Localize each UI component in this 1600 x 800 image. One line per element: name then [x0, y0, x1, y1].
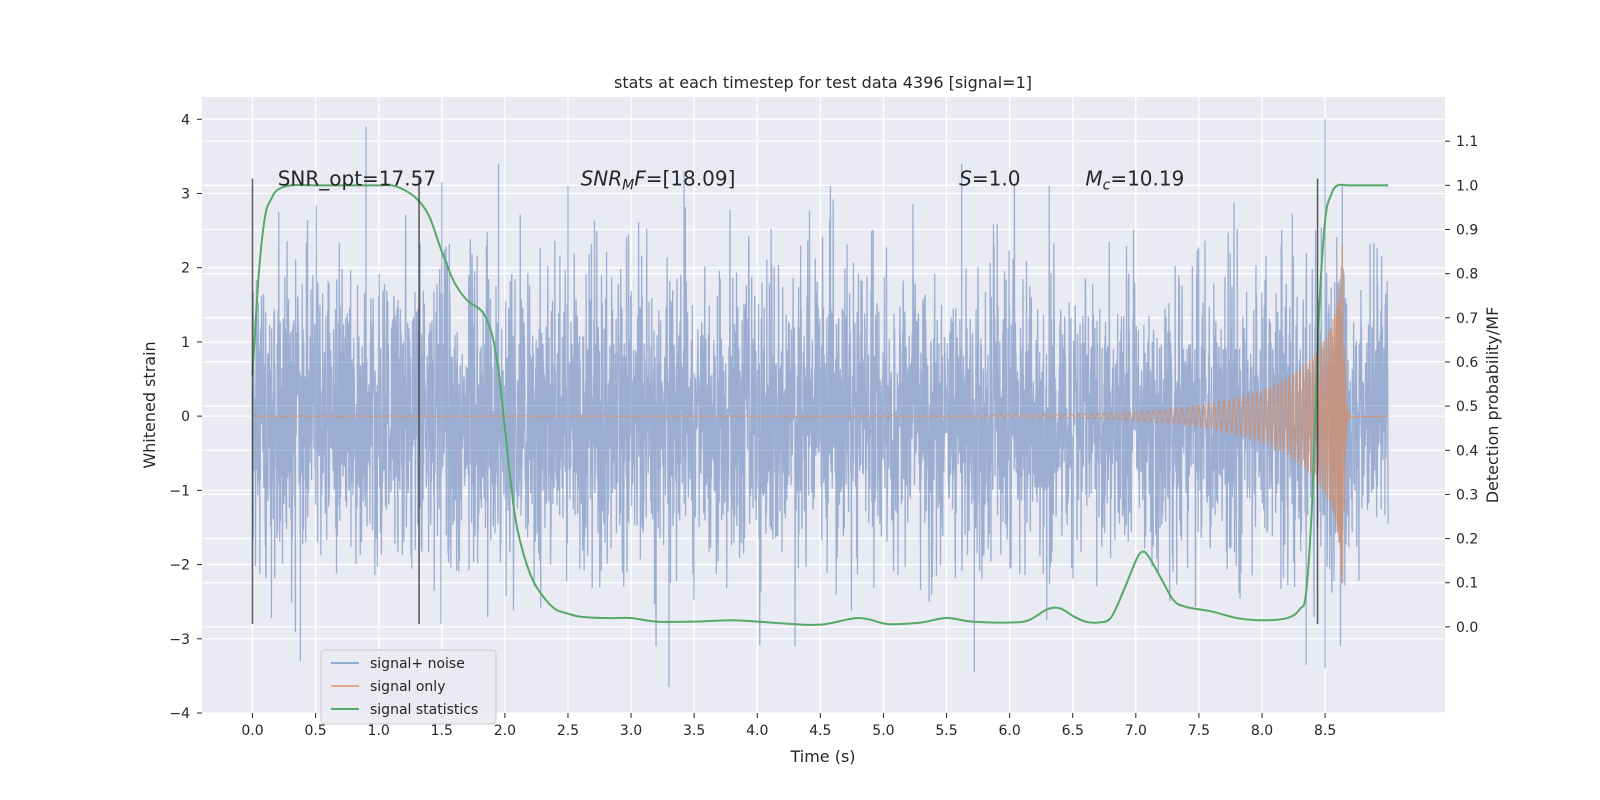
x-tick-label: 0.0	[241, 723, 263, 739]
x-tick-label: 0.5	[304, 723, 326, 739]
x-tick-label: 7.0	[1125, 723, 1147, 739]
y-tick-label: −3	[169, 632, 190, 648]
y-tick-label: −4	[169, 706, 190, 722]
legend-box	[320, 649, 497, 725]
legend: signal+ noise signal only signal statist…	[320, 649, 497, 725]
x-tick-label: 1.0	[368, 723, 390, 739]
x-tick-label: 8.0	[1251, 723, 1273, 739]
x-tick-label: 1.5	[431, 723, 453, 739]
x-tick-label: 3.5	[683, 723, 705, 739]
series-signal-only	[252, 244, 1389, 584]
vertical-markers	[251, 178, 1319, 624]
y2-tick-label: 0.9	[1456, 222, 1478, 238]
x-tick-label: 3.0	[620, 723, 642, 739]
annotation-2: S=1.0	[959, 167, 1020, 191]
y2-axis-ticks: 1.1 1.0 0.9 0.8 0.7 0.6 0.5 0.4 0.3 0.2 0.1 0.0	[1445, 134, 1478, 636]
x-axis-title: Time (s)	[789, 747, 855, 766]
y2-tick-label: 1.0	[1456, 178, 1478, 194]
annotation-1: SNRMF=[18.09]	[581, 167, 736, 194]
y2-tick-label: 0.1	[1456, 576, 1478, 592]
x-tick-label: 2.5	[557, 723, 579, 739]
y-axis-title: Whitened strain	[140, 341, 159, 468]
legend-label-signal-statistics: signal statistics	[370, 702, 478, 718]
y-tick-label: 4	[181, 112, 190, 128]
y2-tick-label: 0.3	[1456, 487, 1478, 503]
y2-tick-label: 0.6	[1456, 355, 1478, 371]
y2-tick-label: 0.2	[1456, 532, 1478, 548]
y-axis-ticks: 4 3 2 1 0 −1 −2 −3 −4	[169, 112, 202, 722]
series-signal-statistics	[251, 183, 1389, 626]
legend-label-signal-plus-noise: signal+ noise	[370, 656, 465, 672]
series-signal-plus-noise	[251, 119, 1389, 688]
legend-label-signal-only: signal only	[370, 679, 445, 695]
y-tick-label: −2	[169, 558, 190, 574]
y2-tick-label: 0.0	[1456, 620, 1478, 636]
y2-axis-title: Detection probability/MF	[1483, 307, 1502, 504]
y2-tick-label: 0.5	[1456, 399, 1478, 415]
annotation-3: Mc=10.19	[1085, 167, 1184, 194]
annotation-0: SNR_opt=17.57	[278, 167, 436, 191]
x-tick-label: 7.5	[1188, 723, 1210, 739]
y-tick-label: 3	[181, 186, 190, 202]
y-tick-label: 1	[181, 335, 190, 351]
x-axis-ticks: 0.0 0.5 1.0 1.5 2.0 2.5 3.0 3.5 4.0 4.5 5.0 5.5 6.0 6…	[241, 713, 1336, 739]
y2-tick-label: 0.8	[1456, 267, 1478, 283]
x-tick-label: 4.5	[809, 723, 831, 739]
x-tick-label: 5.5	[935, 723, 957, 739]
chart-title: stats at each timestep for test data 439…	[614, 73, 1032, 92]
x-tick-label: 6.5	[1062, 723, 1084, 739]
y-tick-label: 0	[181, 409, 190, 425]
y-tick-label: −1	[169, 483, 190, 499]
x-tick-label: 6.0	[999, 723, 1021, 739]
x-tick-label: 4.0	[746, 723, 768, 739]
y-tick-label: 2	[181, 261, 190, 277]
x-tick-label: 8.5	[1314, 723, 1336, 739]
y2-tick-label: 0.4	[1456, 443, 1478, 459]
y2-tick-label: 1.1	[1456, 134, 1478, 150]
annotations: SNR_opt=17.57 SNRMF=[18.09] S=1.0 Mc=10.19	[278, 167, 1185, 194]
x-tick-label: 5.0	[872, 723, 894, 739]
y2-tick-label: 0.7	[1456, 311, 1478, 327]
x-tick-label: 2.0	[494, 723, 516, 739]
